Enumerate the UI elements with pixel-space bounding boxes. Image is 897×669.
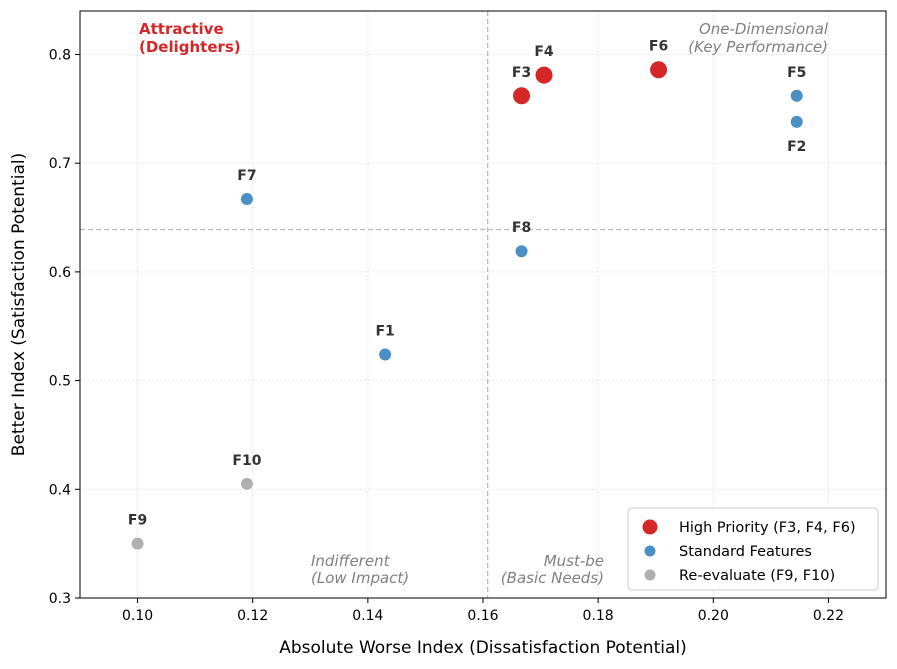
x-tick-label: 0.20 <box>698 608 729 624</box>
point-label-f9: F9 <box>128 513 147 529</box>
x-tick-label: 0.18 <box>583 608 614 624</box>
legend-marker-standard <box>644 545 656 557</box>
point-label-f10: F10 <box>232 453 261 469</box>
point-f4 <box>534 65 554 85</box>
quadrant-one-dimensional-subtitle: (Key Performance) <box>688 38 828 56</box>
point-label-f1: F1 <box>375 324 394 340</box>
y-tick-label: 0.3 <box>49 591 71 607</box>
threshold-lines <box>80 11 886 598</box>
x-tick-label: 0.16 <box>467 608 498 624</box>
y-tick-label: 0.4 <box>49 482 71 498</box>
quadrant-attractive-subtitle: (Delighters) <box>139 38 241 56</box>
x-tick-label: 0.10 <box>122 608 153 624</box>
quadrant-one-dimensional-title: One-Dimensional <box>699 20 829 38</box>
grid <box>80 11 886 599</box>
legend-entry-standard: Standard Features <box>679 544 812 560</box>
point-label-f7: F7 <box>237 168 256 184</box>
y-tick-label: 0.6 <box>49 265 71 281</box>
point-f1 <box>378 347 393 362</box>
legend-entry-high: High Priority (F3, F4, F6) <box>679 520 856 536</box>
point-f2 <box>789 114 804 129</box>
quadrant-indifferent-subtitle: (Low Impact) <box>311 569 409 587</box>
point-f8 <box>514 244 529 259</box>
y-tick-label: 0.8 <box>49 47 71 63</box>
x-tick-label: 0.22 <box>813 608 844 624</box>
point-f3 <box>512 86 532 106</box>
point-f5 <box>789 88 804 103</box>
legend-marker-high <box>642 519 658 535</box>
x-axis-label: Absolute Worse Index (Dissatisfaction Po… <box>279 638 686 658</box>
y-tick-label: 0.5 <box>49 374 71 390</box>
quadrant-indifferent-title: Indifferent <box>311 552 391 570</box>
legend-box <box>627 507 879 591</box>
y-axis-label: Better Index (Satisfaction Potential) <box>9 153 29 456</box>
legend: High Priority (F3, F4, F6) Standard Featu… <box>627 507 879 591</box>
point-label-f4: F4 <box>534 44 554 60</box>
point-f6 <box>649 60 669 80</box>
x-tick-label: 0.12 <box>237 608 268 624</box>
legend-marker-reevaluate <box>644 569 656 581</box>
point-label-f6: F6 <box>649 39 668 55</box>
point-label-f5: F5 <box>787 65 806 81</box>
y-tick-label: 0.7 <box>49 156 71 172</box>
legend-entry-reevaluate: Re-evaluate (F9, F10) <box>679 568 835 584</box>
point-f9 <box>130 536 145 551</box>
data-points <box>130 60 804 551</box>
point-label-f3: F3 <box>512 65 531 81</box>
quadrant-must-be-title: Must-be <box>544 552 604 570</box>
x-axis-ticks: 0.10 0.12 0.14 0.16 0.18 0.20 0.22 <box>122 598 844 624</box>
point-label-f8: F8 <box>512 220 531 236</box>
point-f7 <box>239 192 254 207</box>
point-label-f2: F2 <box>787 139 806 155</box>
quadrant-must-be-subtitle: (Basic Needs) <box>501 569 604 587</box>
quadrant-labels: Attractive(Delighters) One-Dimensional(Ke… <box>139 20 829 587</box>
y-axis-ticks: 0.3 0.4 0.5 0.6 0.7 0.8 <box>49 47 80 607</box>
quadrant-attractive-title: Attractive <box>139 20 224 38</box>
x-tick-label: 0.14 <box>352 608 383 624</box>
point-f10 <box>239 476 254 491</box>
